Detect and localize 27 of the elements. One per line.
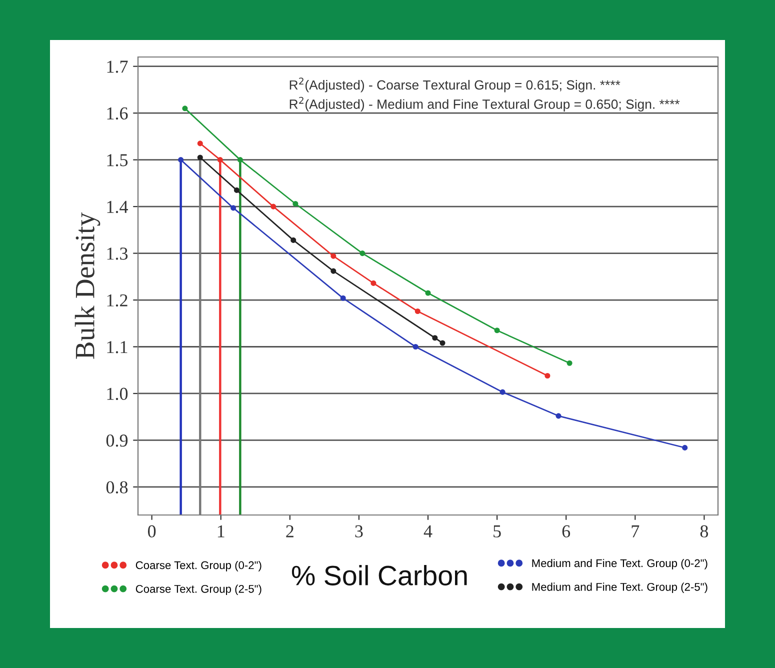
x-tick-label: 1: [218, 525, 224, 538]
annotation: R$^{2}$(Adjusted) - Medium and Fine Textural Group = 0.650; Sign. ****: [290, 96, 680, 112]
y-tick-label: 1.3: [107, 248, 128, 260]
y-tick-label: 0.9: [106, 434, 128, 447]
y-tick-label: 0.8: [106, 481, 128, 494]
legend-label: Medium and Fine Text. Group (2-5"): [532, 582, 708, 594]
x-axis-title: % Soil Carbon: [292, 565, 467, 586]
y-tick-label: 1.4: [107, 200, 128, 214]
legend-label: Coarse Text. Group (2-5"): [136, 584, 262, 596]
annotation: R$^{2}$(Adjusted) - Coarse Textural Group = 0.615; Sign. ****: [290, 78, 620, 92]
y-tick-label: 1.6: [107, 107, 128, 120]
y-tick-label: 1.2: [107, 294, 128, 307]
x-tick-label: 3: [355, 525, 363, 538]
x-tick-label: 2: [286, 525, 294, 538]
y-tick-label: 1.7: [107, 60, 128, 73]
y-tick-label: 1.0: [107, 388, 128, 400]
legend-label: Medium and Fine Text. Group (0-2"): [532, 558, 708, 570]
y-tick-label: 1.1: [107, 341, 128, 354]
y-axis-title: Bulk Density: [74, 212, 100, 359]
x-tick-label: 7: [632, 525, 640, 538]
x-tick-label: 8: [700, 525, 708, 538]
x-tick-label: 5: [494, 525, 501, 538]
legend-label: Coarse Text. Group (0-2"): [136, 560, 262, 572]
x-tick-label: 6: [562, 525, 570, 538]
y-tick-label: 1.5: [107, 154, 128, 166]
x-tick-label: 4: [424, 525, 432, 538]
x-tick-label: 0: [148, 525, 156, 538]
